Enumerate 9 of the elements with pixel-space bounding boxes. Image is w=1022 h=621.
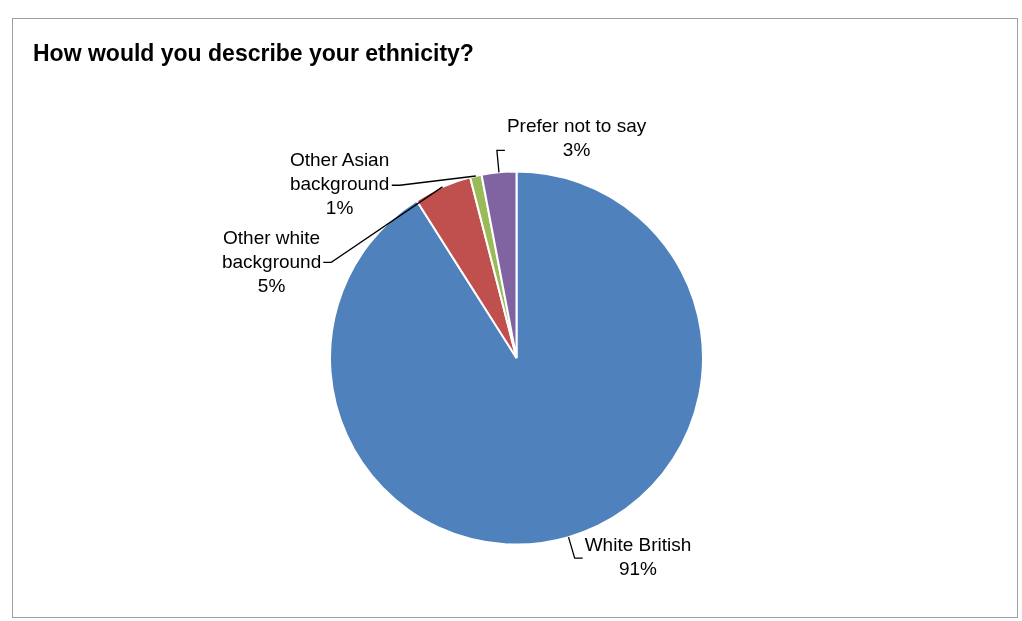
slice-label: White British — [584, 534, 692, 556]
slice-label: Other white background — [221, 226, 322, 272]
data-label: 1% — [325, 197, 354, 219]
slice-label: Prefer not to say — [506, 114, 647, 136]
slice-label: Other Asian background — [289, 149, 390, 195]
data-label: 5% — [257, 274, 286, 296]
data-label: 3% — [562, 138, 591, 160]
chart-title: How would you describe your ethnicity? — [33, 40, 474, 67]
data-label: 91% — [618, 558, 658, 580]
